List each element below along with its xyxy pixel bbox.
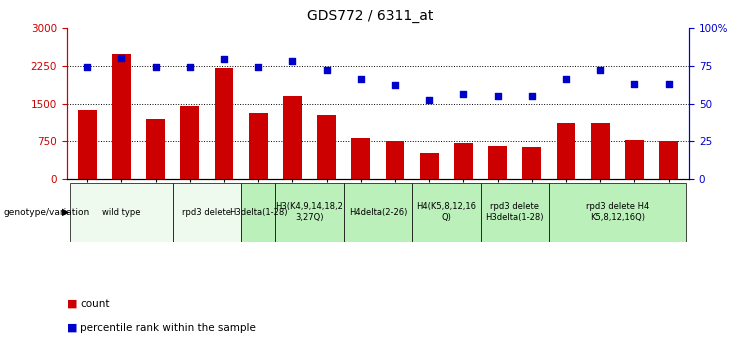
Bar [420,152,439,179]
Point [423,98,435,103]
Bar [488,146,507,179]
Point [321,67,333,73]
Bar [78,110,96,179]
Point [184,64,196,70]
Bar [344,183,412,242]
Bar [549,183,685,242]
Point [526,93,538,99]
Text: ■: ■ [67,299,77,308]
Point [594,67,606,73]
Bar [385,141,405,179]
Bar [112,54,131,179]
Text: count: count [80,299,110,308]
Bar [412,183,480,242]
Point [492,93,504,99]
Text: ▶: ▶ [62,207,69,217]
Bar [283,96,302,179]
Point [150,64,162,70]
Text: percentile rank within the sample: percentile rank within the sample [80,323,256,333]
Text: wild type: wild type [102,208,141,217]
Point [252,64,264,70]
Point [287,58,299,64]
Text: rpd3 delete: rpd3 delete [182,208,231,217]
Bar [556,123,576,179]
Point [560,77,572,82]
Point [82,64,93,70]
Bar [70,183,173,242]
Bar [625,140,644,179]
Bar [173,183,241,242]
Bar [351,138,370,179]
Point [628,81,640,87]
Bar [659,141,678,179]
Bar [317,115,336,179]
Bar [276,183,344,242]
Text: rpd3 delete
H3delta(1-28): rpd3 delete H3delta(1-28) [485,203,544,222]
Point [389,82,401,88]
Text: H3(K4,9,14,18,2
3,27Q): H3(K4,9,14,18,2 3,27Q) [276,203,343,222]
Bar [146,119,165,179]
Bar [241,183,276,242]
Bar [522,147,541,179]
Text: ■: ■ [67,323,77,333]
Bar [249,112,268,179]
Point [116,55,127,61]
Bar [180,106,199,179]
Bar [454,143,473,179]
Text: H4(K5,8,12,16
Q): H4(K5,8,12,16 Q) [416,203,476,222]
Point [355,77,367,82]
Text: H3delta(1-28): H3delta(1-28) [229,208,288,217]
Bar [480,183,549,242]
Bar [591,123,610,179]
Point [218,57,230,62]
Text: H4delta(2-26): H4delta(2-26) [349,208,407,217]
Text: genotype/variation: genotype/variation [4,208,90,217]
Bar [215,68,233,179]
Point [457,92,469,97]
Text: GDS772 / 6311_at: GDS772 / 6311_at [308,9,433,23]
Text: rpd3 delete H4
K5,8,12,16Q): rpd3 delete H4 K5,8,12,16Q) [585,203,649,222]
Point [662,81,674,87]
